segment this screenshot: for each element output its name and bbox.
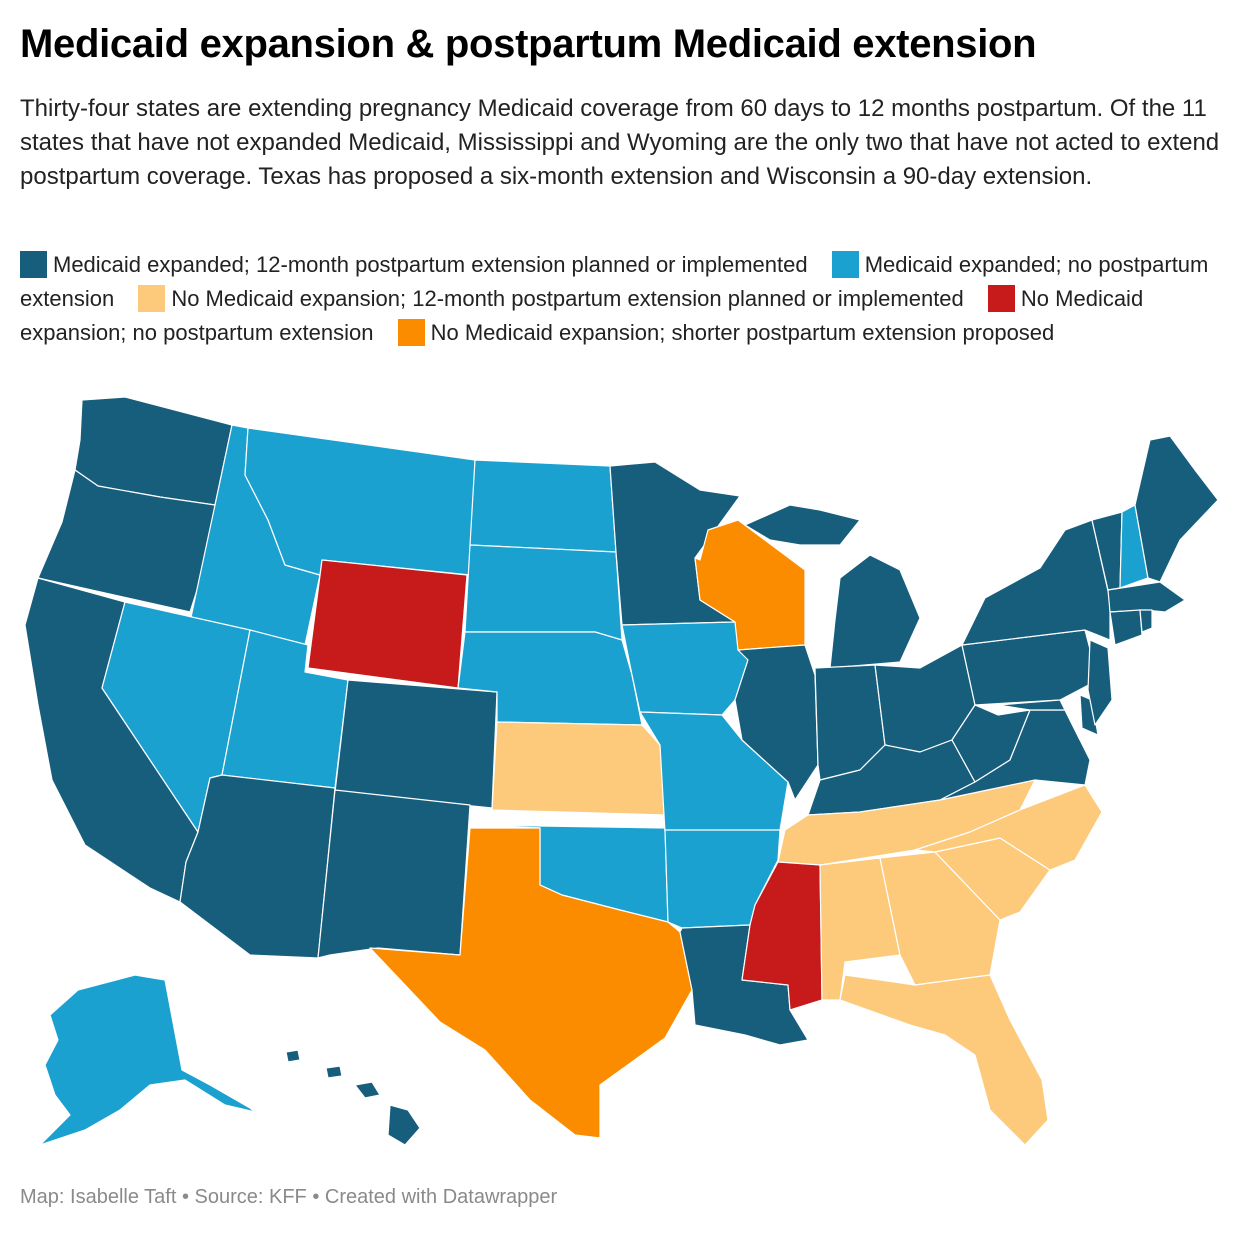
us-map [0, 380, 1240, 1160]
legend-swatch [20, 251, 47, 278]
state-new-jersey[interactable] [1087, 639, 1113, 726]
state-alaska[interactable] [39, 974, 256, 1146]
state-michigan-upper-peninsula[interactable] [744, 504, 861, 546]
state-kansas[interactable] [491, 721, 666, 816]
legend-swatch [138, 285, 166, 312]
legend-item-no-expansion-no-extension: No Medicaid expansion; no postpartum ext… [20, 285, 1144, 345]
state-north-dakota[interactable] [469, 459, 617, 553]
legend-label: No Medicaid expansion; 12-month postpart… [171, 286, 964, 311]
map-title: Medicaid expansion & postpartum Medicaid… [20, 22, 1037, 66]
state-colorado[interactable] [334, 679, 498, 809]
state-hawaii-oahu[interactable] [325, 1065, 343, 1079]
legend-item-no-expansion-shorter-extension: No Medicaid expansion; shorter postpartu… [397, 319, 1055, 346]
legend-label: No Medicaid expansion; no postpartum ext… [20, 286, 1144, 345]
state-illinois[interactable] [734, 644, 819, 801]
state-hawaii-kauai[interactable] [285, 1049, 301, 1063]
state-iowa[interactable] [621, 621, 749, 716]
legend-item-no-expansion-extension: No Medicaid expansion; 12-month postpart… [138, 285, 964, 312]
state-texas[interactable] [369, 827, 693, 1139]
state-delaware[interactable] [1079, 694, 1099, 736]
state-maine[interactable] [1134, 435, 1219, 583]
state-north-carolina[interactable] [914, 784, 1103, 871]
legend-swatch [987, 285, 1015, 312]
state-south-dakota[interactable] [464, 544, 623, 641]
state-new-york[interactable] [961, 519, 1111, 646]
legend-swatch [831, 251, 859, 278]
state-maryland[interactable] [997, 699, 1081, 741]
legend-label: No Medicaid expansion; shorter postpartu… [430, 320, 1055, 345]
legend-label: Medicaid expanded; 12-month postpartum e… [53, 252, 808, 277]
legend: Medicaid expanded; 12-month postpartum e… [20, 248, 1225, 350]
legend-item-expanded-extension: Medicaid expanded; 12-month postpartum e… [20, 251, 808, 278]
state-rhode-island[interactable] [1139, 609, 1153, 633]
legend-label: Medicaid expanded; no postpartum extensi… [20, 252, 1209, 311]
state-florida[interactable] [839, 974, 1049, 1146]
state-missouri[interactable] [639, 711, 789, 833]
state-new-mexico[interactable] [317, 789, 471, 959]
map-description: Thirty-four states are extending pregnan… [20, 95, 1220, 190]
us-map-svg [24, 396, 1219, 1146]
legend-swatch [397, 319, 425, 346]
state-michigan[interactable] [829, 554, 921, 669]
state-hawaii-maui[interactable] [354, 1081, 381, 1099]
map-footer: Map: Isabelle Taft • Source: KFF • Creat… [20, 1186, 558, 1208]
state-wyoming[interactable] [307, 559, 468, 689]
state-connecticut[interactable] [1109, 609, 1143, 646]
state-hawaii[interactable] [387, 1104, 421, 1146]
legend-item-expanded-no-extension: Medicaid expanded; no postpartum extensi… [20, 251, 1209, 311]
